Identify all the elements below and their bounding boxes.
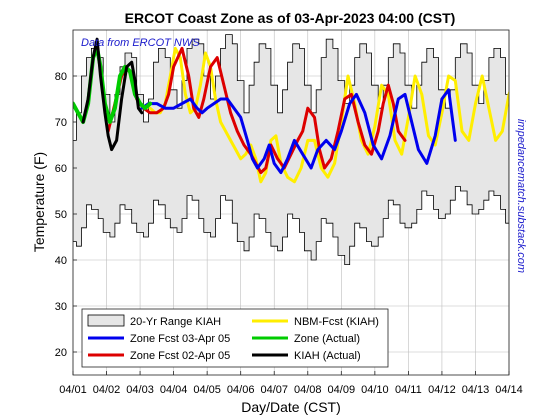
- x-tick-label: 04/01: [59, 384, 87, 396]
- x-tick-label: 04/02: [93, 384, 121, 396]
- x-axis-label: Day/Date (CST): [241, 399, 341, 415]
- x-tick-label: 04/08: [294, 384, 322, 396]
- x-axis-ticks: 04/01 04/02 04/03 04/04 04/05 04/06 04/07 04/08…: [59, 371, 523, 396]
- legend: 20-Yr Range KIAH Zone Fcst 03-Apr 05 Zone …: [81, 308, 389, 368]
- y-tick-label: 80: [55, 71, 67, 83]
- legend-label: Zone Fcst 02-Apr 05: [130, 350, 230, 362]
- legend-box: [81, 308, 389, 368]
- x-tick-label: 04/06: [227, 384, 255, 396]
- legend-items: 20-Yr Range KIAH Zone Fcst 03-Apr 05 Zone …: [87, 314, 379, 362]
- legend-swatch: [87, 314, 125, 327]
- legend-label: NBM-Fcst (KIAH): [294, 316, 379, 328]
- x-tick-label: 04/09: [328, 384, 356, 396]
- x-tick-label: 04/05: [193, 384, 221, 396]
- series-line-nbm-fcst-kiah: [148, 46, 509, 184]
- x-tick-label: 04/14: [495, 384, 523, 396]
- x-tick-label: 04/13: [462, 384, 490, 396]
- y-tick-label: 40: [55, 255, 67, 267]
- x-tick-label: 04/10: [361, 384, 389, 396]
- legend-label: KIAH (Actual): [294, 350, 361, 362]
- x-tick-label: 04/03: [126, 384, 154, 396]
- legend-label: Zone (Actual): [294, 333, 360, 345]
- chart-title: ERCOT Coast Zone as of 03-Apr-2023 04:00…: [125, 10, 456, 26]
- legend-label: 20-Yr Range KIAH: [130, 316, 221, 328]
- x-tick-label: 04/04: [160, 384, 188, 396]
- x-tick-label: 04/12: [428, 384, 456, 396]
- y-tick-label: 30: [55, 301, 67, 313]
- series-layer: [73, 37, 509, 184]
- y-axis-ticks: 20 30 40 50 60 70 80: [55, 71, 77, 359]
- y-tick-label: 20: [55, 347, 67, 359]
- legend-label: Zone Fcst 03-Apr 05: [130, 333, 230, 345]
- y-tick-label: 60: [55, 163, 67, 175]
- x-tick-label: 04/11: [395, 384, 422, 396]
- source-annotation: Data from ERCOT NWS: [81, 37, 200, 49]
- series-line-zone-fcst-03-apr-05: [140, 88, 457, 175]
- y-tick-label: 70: [55, 117, 67, 129]
- series-line-kiah-actual: [81, 37, 144, 152]
- plot-frame: [72, 29, 510, 376]
- x-tick-label: 04/07: [260, 384, 288, 396]
- side-annotation: impedancematch.substack.com: [515, 119, 527, 273]
- y-tick-label: 50: [55, 209, 67, 221]
- y-axis-label: Temperature (F): [31, 152, 47, 252]
